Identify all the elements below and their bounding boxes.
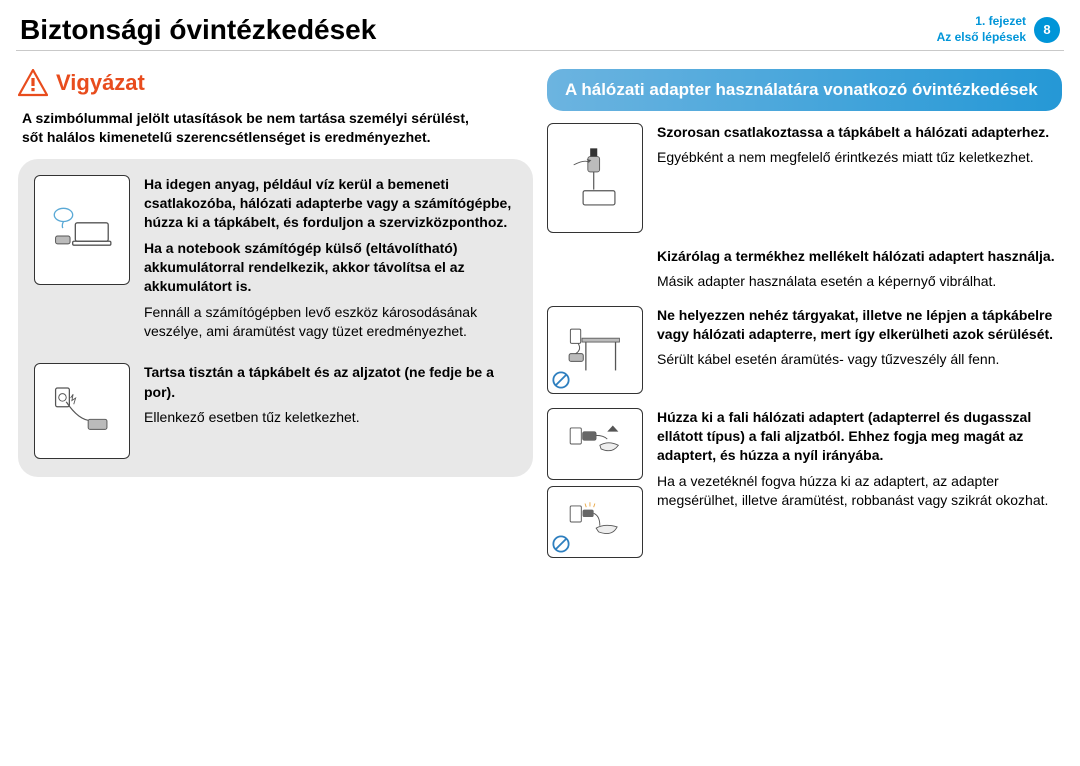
item-text: Ne helyezzen nehéz tárgyakat, illetve ne… [657, 306, 1058, 394]
placeholder-illustration-icon [49, 197, 115, 262]
placeholder-illustration-icon [562, 501, 628, 543]
item-plain: Másik adapter használata esetén a képern… [657, 272, 1058, 291]
item-text: Szorosan csatlakoztassa a tápkábelt a há… [657, 123, 1058, 233]
item-plain: Ha a vezetéknél fogva húzza ki az adapte… [657, 472, 1058, 511]
list-item: Ne helyezzen nehéz tárgyakat, illetve ne… [547, 306, 1058, 394]
table-adapter-icon [547, 306, 643, 394]
list-item: Ha idegen anyag, például víz kerül a bem… [34, 175, 517, 342]
item-bold-1: Tartsa tisztán a tápkábelt és az aljzato… [144, 363, 517, 402]
intro-paragraph: A szimbólummal jelölt utasítások be nem … [18, 109, 533, 147]
wall-adapter-wrong-icon [547, 486, 643, 558]
prohibit-icon [552, 535, 570, 553]
item-bold-1: Ha idegen anyag, például víz kerül a bem… [144, 175, 517, 233]
page-number-badge: 8 [1034, 17, 1060, 43]
item-bold-1: Húzza ki a fali hálózati adaptert (adapt… [657, 408, 1058, 466]
item-plain: Ellenkező esetben tűz keletkezhet. [144, 408, 517, 427]
prohibit-icon [552, 371, 570, 389]
placeholder-illustration-icon [562, 423, 628, 465]
item-plain: Fennáll a számítógépben levő eszköz káro… [144, 303, 517, 342]
page-title: Biztonsági óvintézkedések [20, 14, 376, 46]
list-item: Húzza ki a fali hálózati adaptert (adapt… [547, 408, 1058, 558]
header-right: 1. fejezet Az első lépések 8 [937, 14, 1060, 45]
placeholder-illustration-icon [562, 324, 628, 376]
chapter-line-2: Az első lépések [937, 30, 1026, 46]
item-text: Tartsa tisztán a tápkábelt és az aljzato… [144, 363, 517, 459]
adapter-cable-icon [547, 123, 643, 233]
chapter-line-1: 1. fejezet [937, 14, 1026, 30]
item-text: Kizárólag a termékhez mellékelt hálózati… [657, 247, 1058, 292]
left-panel: Ha idegen anyag, például víz kerül a bem… [18, 159, 533, 478]
item-text: Ha idegen anyag, például víz kerül a bem… [144, 175, 517, 342]
item-plain: Egyébként a nem megfelelő érintkezés mia… [657, 148, 1058, 167]
list-item: Tartsa tisztán a tápkábelt és az aljzato… [34, 363, 517, 459]
item-bold-1: Szorosan csatlakoztassa a tápkábelt a há… [657, 123, 1058, 142]
wall-adapter-pull-icon [547, 408, 643, 480]
warning-heading: Vigyázat [18, 69, 533, 97]
content-columns: Vigyázat A szimbólummal jelölt utasításo… [0, 51, 1080, 558]
list-item: Szorosan csatlakoztassa a tápkábelt a há… [547, 123, 1058, 233]
list-item: Kizárólag a termékhez mellékelt hálózati… [547, 247, 1058, 292]
placeholder-illustration-icon [562, 146, 628, 211]
item-plain: Sérült kábel esetén áramütés- vagy tűzve… [657, 350, 1058, 369]
placeholder-illustration-icon [49, 383, 115, 439]
warning-triangle-icon [18, 69, 48, 97]
outlet-cable-icon [34, 363, 130, 459]
right-column: A hálózati adapter használatára vonatkoz… [547, 69, 1062, 558]
icon-stack [547, 408, 643, 558]
right-items: Szorosan csatlakoztassa a tápkábelt a há… [547, 123, 1062, 558]
warning-label: Vigyázat [56, 70, 145, 96]
item-bold-1: Kizárólag a termékhez mellékelt hálózati… [657, 247, 1058, 266]
chapter-info: 1. fejezet Az első lépések [937, 14, 1026, 45]
item-bold-1: Ne helyezzen nehéz tárgyakat, illetve ne… [657, 306, 1058, 345]
item-text: Húzza ki a fali hálózati adaptert (adapt… [657, 408, 1058, 558]
left-column: Vigyázat A szimbólummal jelölt utasításo… [18, 69, 533, 558]
item-bold-2: Ha a notebook számítógép külső (eltávolí… [144, 239, 517, 297]
page-header: Biztonsági óvintézkedések 1. fejezet Az … [0, 0, 1080, 50]
water-laptop-icon [34, 175, 130, 285]
section-header: A hálózati adapter használatára vonatkoz… [547, 69, 1062, 111]
